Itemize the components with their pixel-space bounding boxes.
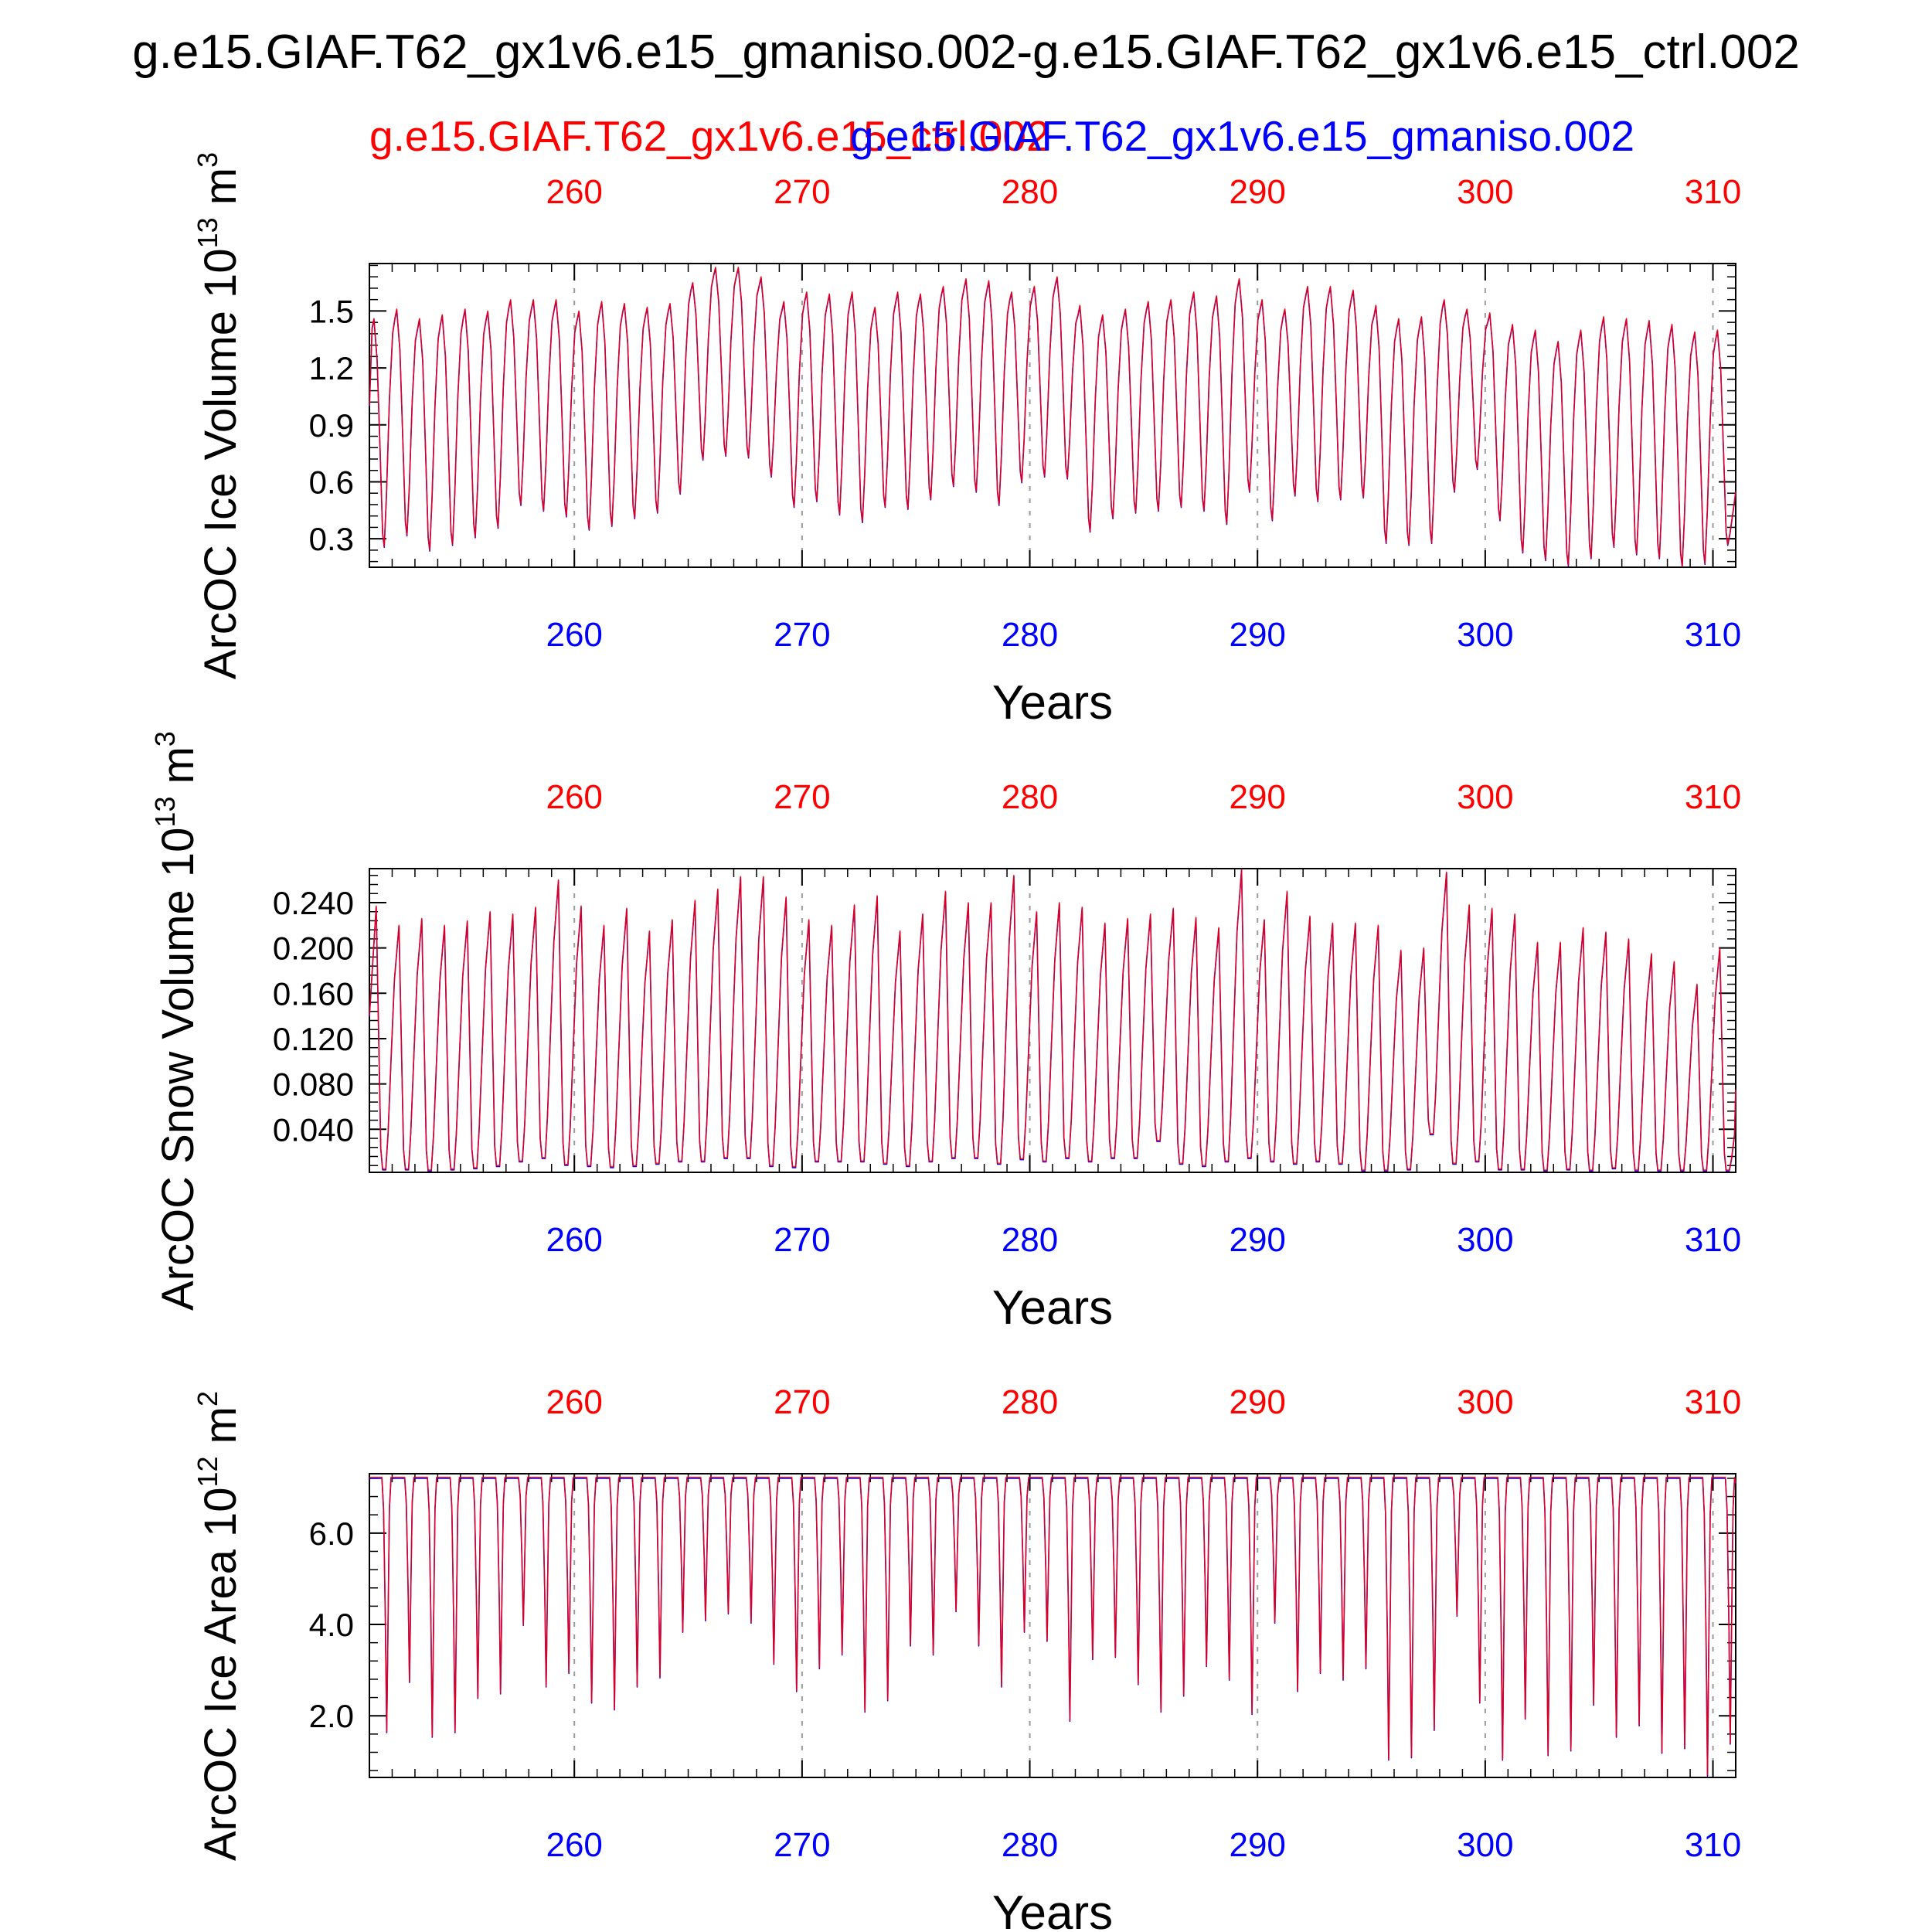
ice-area-x-tick-label-bottom: 280 — [1002, 1826, 1058, 1864]
ice-area-x-tick-label-top: 300 — [1457, 1383, 1513, 1421]
ice-volume-x-tick-label-bottom: 290 — [1229, 616, 1285, 654]
ice-volume-x-axis-label: Years — [992, 676, 1113, 730]
snow-volume-x-tick-label-bottom: 310 — [1685, 1221, 1741, 1259]
snow-volume-x-tick-label-bottom: 260 — [546, 1221, 602, 1259]
ice-area-y-tick-label: 4.0 — [309, 1607, 354, 1643]
ice-area-x-tick-label-top: 310 — [1685, 1383, 1741, 1421]
snow-volume-y-label-main: ArcOC Snow Volume 10 — [153, 828, 203, 1311]
ice-volume-y-label-unit: m — [196, 168, 246, 205]
ice-area-x-tick-label-bottom: 260 — [546, 1826, 602, 1864]
snow-volume-y-label-unit-exp: 3 — [149, 731, 181, 747]
ice-volume-x-tick-label-top: 300 — [1457, 173, 1513, 211]
snow-volume-x-tick-label-bottom: 300 — [1457, 1221, 1513, 1259]
ice-volume-panel: 260 260 270 270 280 280 290 290 300 300 310 310 0.3 0… — [192, 152, 1741, 730]
ice-volume-y-tick-label: 0.6 — [309, 464, 354, 500]
ice-volume-y-tick-label: 1.5 — [309, 293, 354, 329]
snow-volume-y-tick-label: 0.120 — [273, 1021, 354, 1057]
snow-volume-y-label-unit: m — [153, 747, 203, 784]
ice-area-x-tick-label-top: 270 — [774, 1383, 830, 1421]
snow-volume-y-tick-label: 0.080 — [273, 1066, 354, 1103]
ice-area-series-ctrl — [369, 1476, 1736, 1776]
snow-volume-x-tick-label-top: 290 — [1229, 778, 1285, 816]
ice-volume-x-tick-label-top: 290 — [1229, 173, 1285, 211]
ice-volume-x-tick-label-top: 260 — [546, 173, 602, 211]
ice-area-y-tick-label: 6.0 — [309, 1515, 354, 1552]
ice-area-x-tick-label-top: 260 — [546, 1383, 602, 1421]
snow-volume-y-tick-label: 0.240 — [273, 885, 354, 921]
snow-volume-x-tick-label-bottom: 290 — [1229, 1221, 1285, 1259]
snow-volume-series-ctrl — [369, 869, 1736, 1171]
ice-area-x-tick-label-bottom: 310 — [1685, 1826, 1741, 1864]
ice-volume-series-ctrl — [369, 267, 1736, 567]
snow-volume-x-tick-label-top: 280 — [1002, 778, 1058, 816]
ice-volume-y-label-exp: 13 — [192, 217, 223, 248]
ice-volume-y-axis-label: ArcOC Ice Volume 1013 m3 — [192, 152, 246, 679]
ice-area-x-axis-label: Years — [992, 1886, 1113, 1932]
ice-area-x-tick-label-bottom: 290 — [1229, 1826, 1285, 1864]
snow-volume-x-tick-label-top: 260 — [546, 778, 602, 816]
ice-area-x-tick-label-bottom: 300 — [1457, 1826, 1513, 1864]
snow-volume-panel: 260 260 270 270 280 280 290 290 300 300 310 310 0.04… — [149, 731, 1741, 1335]
snow-volume-y-tick-label: 0.200 — [273, 930, 354, 967]
ice-volume-x-tick-label-bottom: 270 — [774, 616, 830, 654]
ice-area-y-label-main: ArcOC Ice Area 10 — [196, 1487, 246, 1861]
ice-volume-x-tick-label-top: 270 — [774, 173, 830, 211]
ice-area-y-tick-label: 2.0 — [309, 1698, 354, 1734]
snow-volume-x-tick-label-bottom: 280 — [1002, 1221, 1058, 1259]
ice-volume-x-tick-label-top: 310 — [1685, 173, 1741, 211]
ice-volume-y-tick-label: 0.3 — [309, 521, 354, 557]
ice-area-panel: 260 260 270 270 280 280 290 290 300 300 310 310 2.0 4… — [192, 1383, 1741, 1932]
ice-volume-x-tick-label-bottom: 260 — [546, 616, 602, 654]
snow-volume-y-label-exp: 13 — [149, 797, 181, 828]
snow-volume-x-tick-label-top: 300 — [1457, 778, 1513, 816]
ice-volume-y-label-unit-exp: 3 — [192, 152, 223, 168]
svg-text:ArcOC Ice Area 1012 m2: ArcOC Ice Area 1012 m2 — [192, 1391, 246, 1861]
ice-area-x-tick-label-bottom: 270 — [774, 1826, 830, 1864]
snow-volume-x-tick-label-top: 270 — [774, 778, 830, 816]
legend-ctrl-label: g.e15.GIAF.T62_gx1v6.e15_ctrl.002 — [369, 112, 1050, 160]
ice-volume-y-tick-label: 1.2 — [309, 350, 354, 386]
ice-area-y-axis-label: ArcOC Ice Area 1012 m2 — [192, 1391, 246, 1861]
ice-volume-x-tick-label-bottom: 280 — [1002, 616, 1058, 654]
snow-volume-x-tick-label-top: 310 — [1685, 778, 1741, 816]
legend-gmaniso-label: g.e15.GIAF.T62_gx1v6.e15_gmaniso.002 — [850, 112, 1634, 160]
ice-volume-x-tick-label-bottom: 310 — [1685, 616, 1741, 654]
ice-volume-y-tick-label: 0.9 — [309, 407, 354, 444]
ice-area-y-label-exp: 12 — [192, 1456, 223, 1487]
snow-volume-x-axis-label: Years — [992, 1281, 1113, 1335]
snow-volume-y-tick-label: 0.040 — [273, 1111, 354, 1148]
snow-volume-x-tick-label-bottom: 270 — [774, 1221, 830, 1259]
svg-text:ArcOC Snow Volume 1013 m3: ArcOC Snow Volume 1013 m3 — [149, 731, 203, 1311]
figure-title: g.e15.GIAF.T62_gx1v6.e15_gmaniso.002-g.e… — [132, 26, 1800, 79]
snow-volume-y-axis-label: ArcOC Snow Volume 1013 m3 — [149, 731, 203, 1311]
ice-area-y-label-unit-exp: 2 — [192, 1391, 223, 1406]
ice-volume-x-tick-label-bottom: 300 — [1457, 616, 1513, 654]
ice-area-y-label-unit: m — [196, 1406, 246, 1444]
snow-volume-y-tick-label: 0.160 — [273, 975, 354, 1012]
ice-volume-y-label-main: ArcOC Ice Volume 10 — [196, 248, 246, 679]
ice-volume-x-tick-label-top: 280 — [1002, 173, 1058, 211]
ice-area-x-tick-label-top: 290 — [1229, 1383, 1285, 1421]
ice-area-x-tick-label-top: 280 — [1002, 1383, 1058, 1421]
svg-text:ArcOC Ice Volume 1013 m3: ArcOC Ice Volume 1013 m3 — [192, 152, 246, 679]
